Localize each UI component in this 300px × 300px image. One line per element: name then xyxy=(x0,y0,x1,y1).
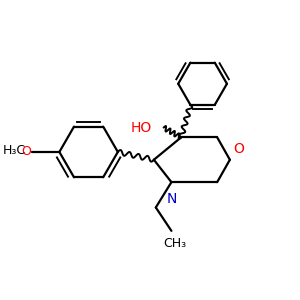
Text: O: O xyxy=(21,146,31,158)
Text: O: O xyxy=(233,142,244,155)
Text: HO: HO xyxy=(131,121,152,135)
Text: CH₃: CH₃ xyxy=(163,237,186,250)
Text: N: N xyxy=(166,192,177,206)
Text: H₃C: H₃C xyxy=(3,143,26,157)
